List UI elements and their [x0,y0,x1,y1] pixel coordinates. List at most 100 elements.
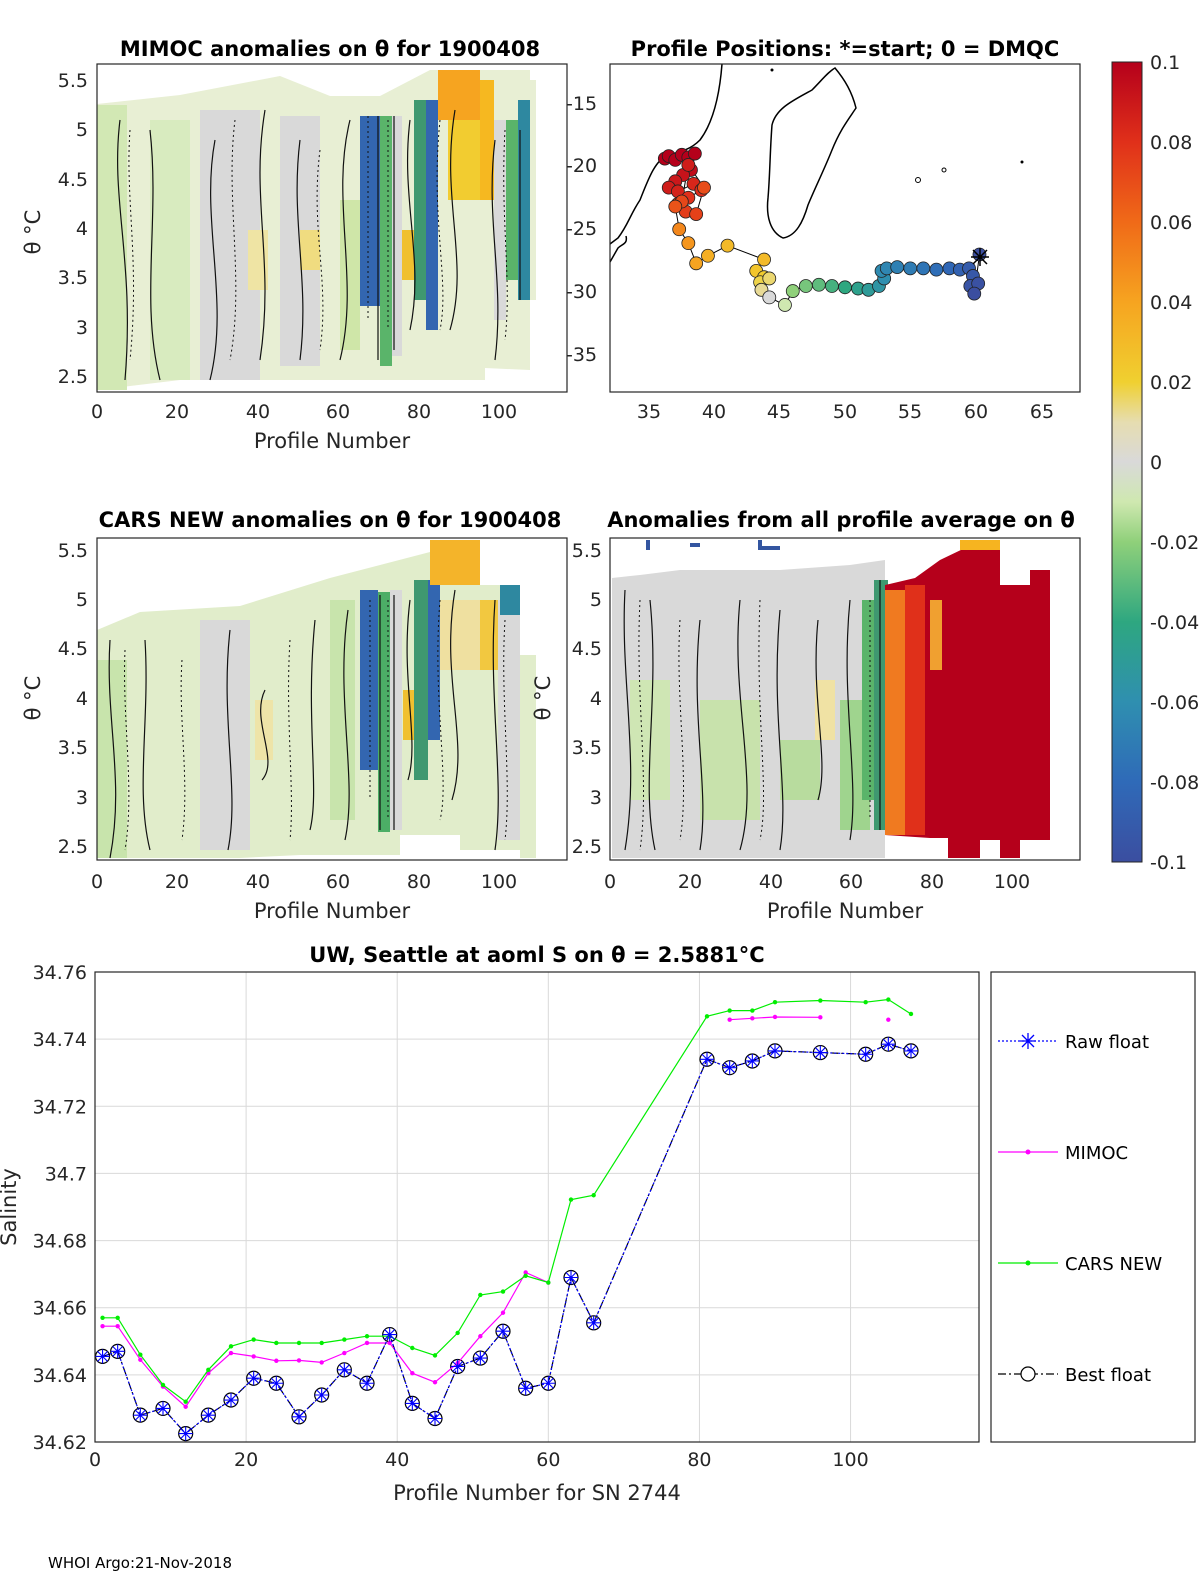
profile-position-marker [687,146,702,161]
cars-ytick: 5 [76,589,88,611]
colorbar-tick: -0.08 [1150,772,1199,794]
allavg-ytick: 5.5 [572,540,602,562]
profile-position-marker [757,252,771,267]
allavg-panel: Anomalies from all profile average on θ … [531,508,1081,923]
data-point-cars-new [160,1382,166,1388]
profile-position-marker [689,256,704,271]
data-point-raw-float [292,1409,306,1424]
cars-ytick: 4.5 [58,638,88,660]
data-point-cars-new [772,1000,778,1005]
salinity-xtick: 100 [832,1449,868,1471]
profile-position-marker [798,279,813,293]
data-point-raw-float [722,1060,737,1075]
mimoc-yticks: 2.5 3 3.5 4 4.5 5 5.5 [58,70,88,388]
data-point-cars-new [296,1340,302,1346]
salinity-ytick: 34.62 [33,1432,87,1454]
mimoc-xtick: 80 [407,401,431,423]
data-point-cars-new [727,1008,732,1013]
footer-credit: WHOI Argo:21-Nov-2018 [48,1554,232,1572]
salinity-ylabel: Salinity [0,1168,21,1246]
mimoc-xtick: 20 [165,401,189,423]
positions-ytick: -35 [566,344,597,366]
colorbar-tick: 0.02 [1150,372,1192,394]
legend-box [990,971,1196,1443]
data-point-mimoc [410,1370,415,1376]
positions-ytick: -25 [566,218,597,240]
cars-title: CARS NEW anomalies on θ for 1900408 [99,508,562,532]
profile-position-marker [916,261,931,276]
profile-position-marker [785,284,800,298]
allavg-ylabel: θ °C [531,676,555,721]
data-point-cars-new [818,998,823,1003]
salinity-title: UW, Seattle at aoml S on θ = 2.5881°C [309,943,764,967]
allavg-yticks: 2.5 3 3.5 4 4.5 5 5.5 [572,540,602,858]
mimoc-ytick: 2.5 [58,366,88,388]
mimoc-axes-box [96,63,568,393]
data-point-mimoc [138,1357,143,1362]
salinity-xtick: 60 [536,1449,560,1471]
cars-field [97,540,536,859]
data-point-cars-new [908,1011,914,1017]
open-circle-marker-icon [1020,1366,1036,1382]
data-point-raw-float [133,1408,148,1423]
allavg-axes-box [609,537,1081,861]
legend-label: Raw float [1065,1032,1149,1053]
colorbar-tick: 0.04 [1150,292,1192,314]
mimoc-ytick: 3.5 [58,267,88,289]
mimoc-panel: MIMOC anomalies on θ for 1900408 [21,37,568,453]
data-point-mimoc [500,1310,506,1315]
allavg-xtick: 20 [678,871,702,893]
mimoc-xtick: 40 [246,401,270,423]
data-point-raw-float [178,1426,193,1441]
positions-ytick: -20 [566,155,597,177]
salinity-ytick: 34.68 [33,1231,87,1253]
data-point-raw-float [881,1037,896,1052]
data-point-mimoc [319,1360,324,1365]
colorbar-tick: -0.06 [1150,692,1199,714]
positions-ytick: -15 [566,93,597,115]
positions-title: Profile Positions: *=start; 0 = DMQC [631,37,1060,61]
profile-position-marker [825,279,839,293]
data-point-raw-float [473,1351,488,1366]
data-point-cars-new [274,1340,279,1346]
colorbar-tick: -0.02 [1150,532,1199,554]
data-point-cars-new [410,1345,415,1351]
data-point-cars-new [886,997,891,1002]
cars-xtick: 0 [91,871,103,893]
mimoc-xticks: 0 20 40 60 80 100 [91,401,517,423]
data-point-raw-float [745,1053,760,1068]
salinity-xtick: 20 [234,1449,258,1471]
colorbar-tick: 0.08 [1150,132,1192,154]
allavg-xtick: 60 [839,871,863,893]
data-point-cars-new [568,1197,574,1202]
data-point-raw-float [768,1043,782,1058]
data-point-mimoc [228,1350,234,1356]
positions-xtick: 40 [702,401,726,423]
data-point-cars-new [863,1000,868,1005]
data-point-mimoc [364,1340,370,1346]
salinity-axes-box [94,971,980,1443]
dot-marker-icon [1025,1149,1031,1155]
data-point-raw-float [518,1381,533,1396]
data-point-raw-float [904,1043,918,1058]
allavg-title: Anomalies from all profile average on θ [607,508,1075,532]
data-point-mimoc [387,1340,392,1346]
allavg-ytick: 4.5 [572,638,602,660]
allavg-xticks: 0 20 40 60 80 100 [604,871,1030,893]
profile-position-marker [811,277,826,292]
data-point-cars-new [478,1292,483,1298]
data-point-raw-float [156,1401,170,1416]
data-point-mimoc [523,1270,528,1275]
data-point-raw-float [337,1362,352,1377]
legend-label: MIMOC [1065,1143,1128,1164]
mimoc-ytick: 4.5 [58,169,88,191]
salinity-xtick: 40 [385,1449,409,1471]
salinity-ytick: 34.76 [33,962,87,984]
colorbar-tick: 0.06 [1150,212,1192,234]
profile-position-marker [762,290,777,305]
data-point-mimoc [100,1323,105,1329]
profile-position-marker [681,158,696,172]
data-point-raw-float [450,1359,465,1374]
data-point-cars-new [251,1337,256,1342]
allavg-xtick: 0 [604,871,616,893]
